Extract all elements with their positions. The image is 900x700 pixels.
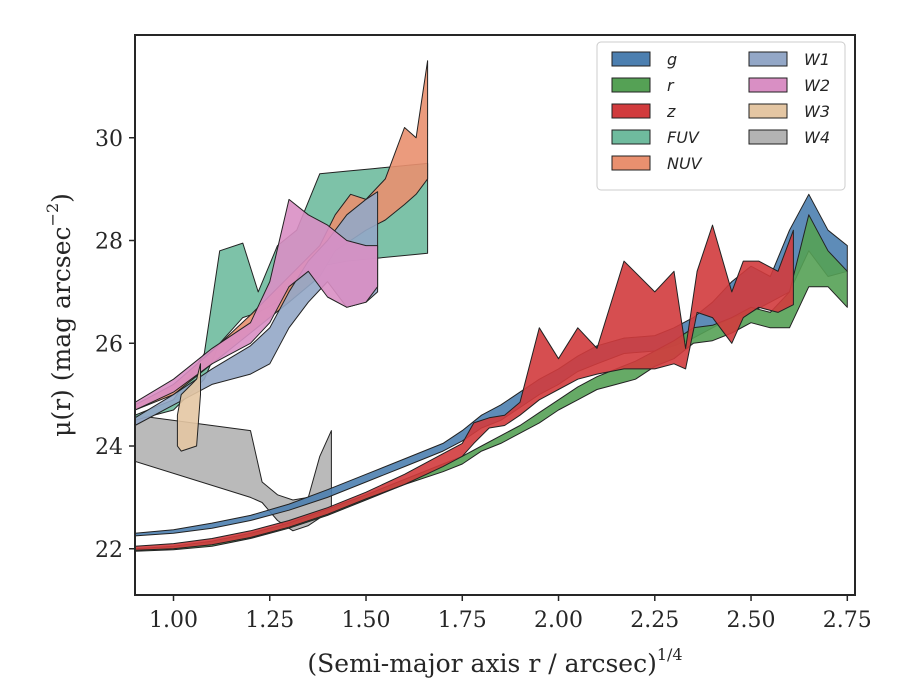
legend-label-w4: W4 <box>804 128 830 147</box>
x-tick-label: 2.00 <box>534 608 583 633</box>
series-band-w4 <box>135 414 332 532</box>
x-axis-label: (Semi-major axis r / arcsec)1/4 <box>307 645 682 678</box>
y-tick-label: 24 <box>95 435 123 460</box>
legend-label-z: z <box>666 102 676 121</box>
plot-frame <box>134 34 856 596</box>
x-tick-label: 1.50 <box>342 608 391 633</box>
axes: 1.00 1.25 1.50 1.75 2.00 2.25 2.50 2.75 22 24 26 28… <box>95 34 872 633</box>
legend-label-w3: W3 <box>804 102 830 121</box>
legend-label-g: g <box>667 50 677 69</box>
series-band-w2 <box>135 198 379 411</box>
legend-label-fuv: FUV <box>667 128 700 147</box>
x-tick-label: 2.25 <box>630 608 679 633</box>
legend-swatch-w2 <box>748 77 788 93</box>
series-band-w3 <box>176 363 201 452</box>
y-tick-label: 28 <box>95 230 123 255</box>
y-axis-label: μ(r) (mag arcsec−2) <box>43 193 76 437</box>
legend-label-w1: W1 <box>804 50 830 69</box>
legend-swatch-fuv <box>611 129 651 145</box>
y-tick-label: 26 <box>95 332 123 357</box>
x-tick-label: 1.00 <box>149 608 198 633</box>
legend-swatch-g <box>611 51 651 67</box>
legend-swatch-z <box>611 103 651 119</box>
legend-label-w2: W2 <box>804 76 830 95</box>
series-areas <box>135 60 848 552</box>
legend-swatch-nuv <box>611 155 651 171</box>
legend-swatch-w4 <box>748 129 788 145</box>
series-band-z <box>135 224 794 551</box>
legend-label-nuv: NUV <box>667 154 703 173</box>
legend-swatch-w1 <box>748 51 788 67</box>
x-tick-label: 1.25 <box>245 608 294 633</box>
legend-swatch-r <box>611 77 651 93</box>
x-tick-label: 1.75 <box>438 608 487 633</box>
x-tick-label: 2.50 <box>727 608 776 633</box>
series-band-w1 <box>135 191 379 426</box>
x-tick-label: 2.75 <box>823 608 872 633</box>
y-tick-label: 22 <box>95 538 123 563</box>
y-tick-label: 30 <box>95 127 123 152</box>
legend-swatch-w3 <box>748 103 788 119</box>
legend: grz FUV NUV W1 W2 W3 W4 <box>596 41 846 191</box>
legend-label-r: r <box>667 76 675 95</box>
